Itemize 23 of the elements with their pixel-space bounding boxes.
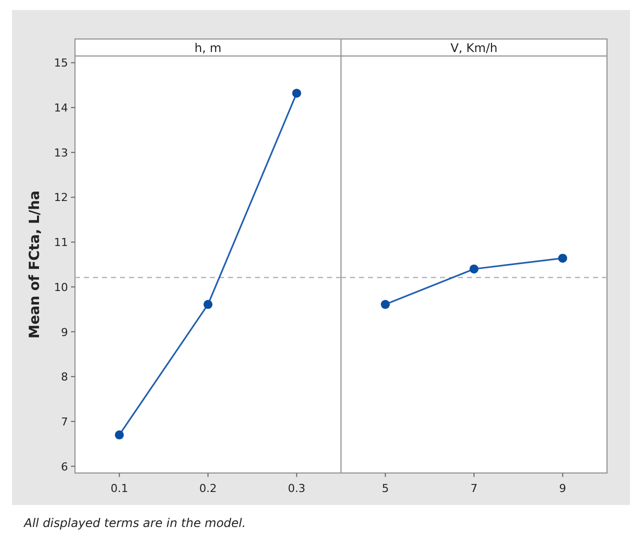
x-tick-label: 0.3 [288,482,306,495]
y-tick-label: 8 [61,370,68,384]
point [204,300,212,309]
chart-title: V, Km/h [450,41,498,55]
point [292,88,302,98]
y-tick-label: 10 [54,280,68,294]
y-tick-label: 7 [61,415,68,428]
y-tick-label: 12 [54,191,68,204]
x-tick-label: 5 [382,482,389,495]
x-tick-label: 0.2 [199,482,217,495]
y-axis-title: Mean of FCta, L/ha [27,190,43,338]
y-tick-label: 9 [61,326,68,339]
y-tick-label: 11 [54,236,68,250]
x-tick-label: 9 [559,482,566,495]
text: All displayed terms are in the model. [23,516,246,530]
y-tick-label: 14 [54,102,68,115]
y-tick-label: 13 [54,146,68,160]
x-tick-label: 0.1 [110,482,128,495]
y-tick-label: 6 [61,460,68,474]
chart-title: h, m [194,41,222,55]
y-tick-label: 15 [54,56,68,70]
point [114,430,124,440]
x-tick-label: 7 [470,482,478,495]
